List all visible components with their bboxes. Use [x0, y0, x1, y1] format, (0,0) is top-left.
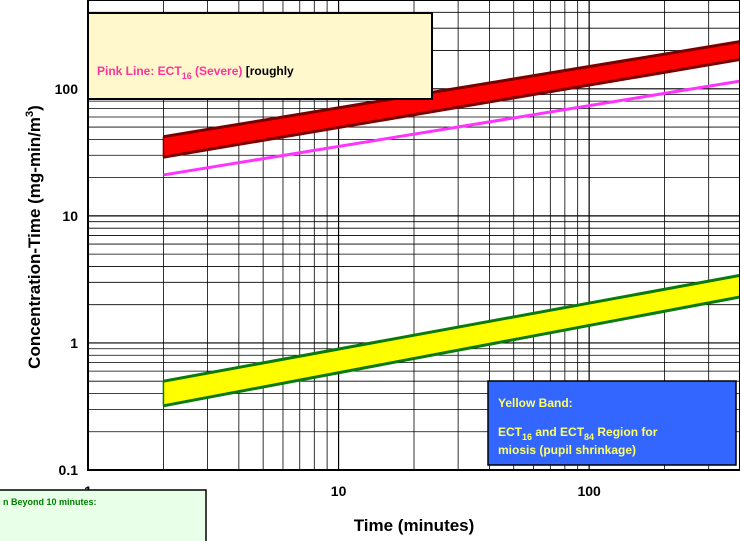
- svg-text:Yellow Band:: Yellow Band:: [498, 396, 573, 410]
- partial-annotation: n Beyond 10 minutes:: [0, 489, 207, 541]
- yellow-band: [163, 275, 740, 406]
- yellow-band-upper-edge: [163, 273, 740, 383]
- y-tick-label: 1: [70, 335, 78, 351]
- bands: [162, 40, 740, 408]
- y-tick-label: 0.1: [59, 462, 79, 478]
- y-axis-label: Concentration-Time (mg-min/m3): [24, 105, 44, 369]
- svg-text:Pink Line: ECT16 (Severe) [ro: Pink Line: ECT16 (Severe) [roughly: [97, 64, 294, 81]
- red-band-lower-edge: [163, 58, 740, 159]
- y-tick-label: 100: [55, 81, 79, 97]
- yellow-annotation-box: [487, 380, 737, 466]
- svg-text:n Beyond 10 minutes:: n Beyond 10 minutes:: [3, 497, 97, 507]
- pink-annotation-box: [87, 12, 433, 100]
- pink-line: [163, 79, 740, 177]
- svg-text:ECT16 and ECT84 Region for: ECT16 and ECT84 Region for: [498, 425, 658, 442]
- yellow-band-annotation: Yellow Band: ECT16 and ECT84 Region for …: [487, 380, 737, 466]
- x-axis-label: Time (minutes): [354, 516, 475, 535]
- lines: [163, 79, 740, 177]
- pink-line-annotation: Pink Line: ECT16 (Severe) [roughly: [87, 12, 433, 100]
- partial-annotation-box: [0, 489, 207, 541]
- y-tick-labels: 0.1 1 10 100: [55, 81, 79, 478]
- svg-text:miosis (pupil shrinkage): miosis (pupil shrinkage): [498, 443, 636, 457]
- yellow-band-lower-edge: [163, 295, 740, 408]
- x-tick-label: 100: [577, 483, 601, 499]
- y-tick-label: 10: [62, 208, 78, 224]
- red-band: [163, 41, 740, 158]
- y-axis-label-sup: 3: [24, 111, 36, 117]
- plot-frame: [87, 0, 740, 471]
- red-band-upper-edge: [163, 40, 740, 139]
- x-tick-label: 10: [331, 483, 347, 499]
